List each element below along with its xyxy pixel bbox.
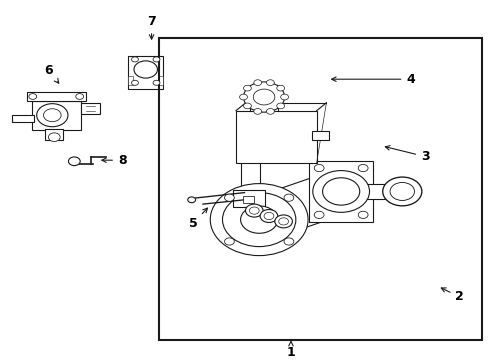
Circle shape [245, 204, 263, 217]
Circle shape [276, 103, 284, 109]
Bar [233, 190, 264, 207]
Circle shape [37, 104, 68, 127]
Circle shape [239, 94, 247, 100]
Circle shape [253, 108, 261, 114]
Text: 3: 3 [385, 146, 429, 163]
Bar [158, 76, 163, 85]
Circle shape [253, 89, 274, 105]
Circle shape [264, 212, 273, 220]
Circle shape [240, 206, 277, 233]
Circle shape [382, 177, 421, 206]
Circle shape [312, 171, 369, 212]
Circle shape [76, 94, 83, 99]
Circle shape [266, 80, 274, 86]
Circle shape [250, 87, 277, 107]
Circle shape [29, 94, 37, 99]
Circle shape [224, 238, 234, 245]
Circle shape [131, 80, 138, 85]
Text: 6: 6 [44, 64, 59, 83]
Text: 8: 8 [102, 154, 126, 167]
Circle shape [266, 108, 274, 114]
Circle shape [210, 184, 307, 256]
Polygon shape [246, 172, 353, 239]
Bar [311, 131, 328, 140]
Circle shape [314, 165, 324, 172]
Text: 4: 4 [331, 73, 414, 86]
Bar [45, 129, 62, 140]
Circle shape [131, 57, 138, 62]
Circle shape [276, 85, 284, 91]
Text: 2: 2 [440, 288, 463, 303]
Circle shape [260, 210, 277, 222]
Circle shape [280, 94, 288, 100]
Circle shape [187, 197, 195, 203]
Circle shape [284, 194, 293, 201]
Bar [309, 161, 372, 222]
Circle shape [389, 183, 414, 201]
Circle shape [43, 109, 61, 122]
Bar [346, 184, 387, 199]
Circle shape [222, 193, 295, 247]
Circle shape [134, 61, 157, 78]
Circle shape [249, 207, 259, 214]
Circle shape [243, 82, 284, 112]
Circle shape [358, 211, 367, 219]
Circle shape [322, 178, 359, 205]
Circle shape [274, 215, 292, 228]
Text: 5: 5 [188, 208, 207, 230]
Circle shape [224, 194, 234, 201]
Circle shape [253, 80, 261, 86]
Bar [128, 56, 163, 89]
Text: 1: 1 [286, 341, 295, 359]
Circle shape [153, 80, 160, 85]
Circle shape [68, 157, 80, 166]
Bar [128, 76, 133, 85]
Circle shape [48, 133, 60, 141]
Circle shape [314, 211, 324, 219]
Circle shape [284, 238, 293, 245]
Bar [235, 111, 316, 163]
Bar [12, 115, 34, 122]
Circle shape [243, 85, 251, 91]
Circle shape [153, 57, 160, 62]
Bar [159, 38, 481, 340]
Bar [27, 92, 85, 101]
Bar [32, 101, 81, 130]
Circle shape [255, 91, 272, 103]
Bar [81, 103, 100, 114]
Text: 7: 7 [147, 15, 156, 39]
Circle shape [243, 103, 251, 109]
Circle shape [278, 218, 288, 225]
Bar [243, 196, 254, 203]
Circle shape [358, 165, 367, 172]
